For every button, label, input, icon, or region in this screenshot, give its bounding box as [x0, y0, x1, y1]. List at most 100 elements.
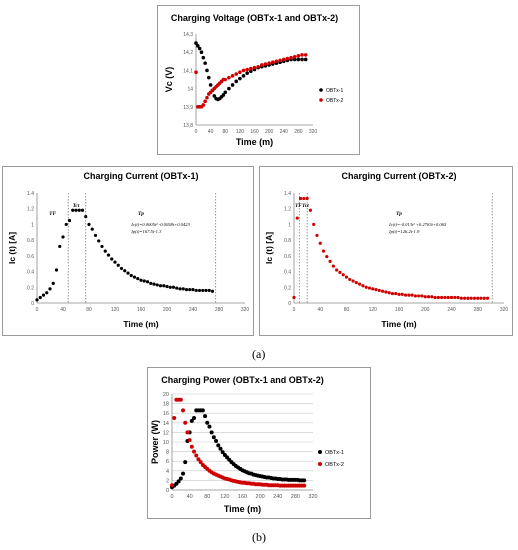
data-point-series [371, 287, 375, 291]
data-point-series [188, 288, 192, 292]
caption-a: (a) [252, 347, 266, 361]
data-point-series [348, 277, 352, 282]
y-tick-label: 20 [163, 392, 169, 398]
data-point-obtx-2 [300, 53, 304, 57]
y-axis-label: Ic (t) [A] [264, 232, 274, 264]
x-tick-label: 320 [309, 129, 318, 135]
y-tick-label: 12 [163, 430, 169, 436]
data-point-series [184, 288, 189, 292]
data-point-obtx-1 [203, 414, 208, 419]
x-tick-label: 0 [36, 307, 39, 313]
data-point-series [158, 284, 163, 288]
data-point-series [48, 287, 52, 291]
data-point-series [87, 222, 91, 227]
data-point-obtx-1 [205, 420, 210, 425]
data-point-series [318, 241, 322, 245]
data-point-series [331, 264, 335, 268]
data-point-series [413, 294, 418, 298]
data-point-series [71, 208, 75, 212]
data-point-series [194, 288, 198, 293]
data-point-obtx-2 [303, 53, 308, 57]
phase-label: Tp [396, 211, 402, 217]
data-point-series [325, 255, 329, 259]
data-point-obtx-1 [238, 76, 242, 81]
data-point-obtx-2 [203, 99, 207, 104]
chart-title: Charging Current (OBTx-2) [341, 171, 456, 181]
data-point-obtx-1 [178, 476, 183, 481]
data-point-obtx-2 [189, 444, 194, 449]
data-point-obtx-2 [289, 55, 293, 60]
y-tick-label: 13,8 [183, 123, 193, 129]
data-point-obtx-2 [170, 483, 174, 488]
data-point-obtx-2 [181, 408, 186, 413]
phase-label: Tp [138, 211, 144, 217]
data-point-series [119, 266, 124, 271]
data-point-obtx-1 [216, 443, 221, 448]
x-tick-label: 200 [265, 129, 274, 135]
data-point-series [417, 294, 421, 298]
data-point-obtx-2 [263, 62, 268, 66]
legend-marker [318, 450, 322, 454]
y-tick-label: 0.4 [284, 270, 291, 276]
x-tick-label: 280 [215, 307, 224, 313]
data-point-series [354, 280, 358, 285]
data-point-series [197, 288, 202, 293]
data-point-obtx-2 [183, 420, 188, 425]
phase-label: Tct [73, 203, 80, 209]
data-point-series [436, 295, 440, 300]
data-point-series [84, 214, 88, 219]
data-point-series [171, 285, 176, 289]
y-tick-label: 14 [187, 87, 193, 93]
y-tick-label: 14 [163, 421, 169, 427]
data-point-obtx-2 [256, 64, 260, 69]
data-point-obtx-1 [207, 424, 212, 429]
x-tick-label: 40 [60, 307, 66, 313]
x-tick-label: 200 [256, 494, 265, 500]
data-point-obtx-1 [223, 90, 228, 95]
x-tick-label: 280 [291, 494, 300, 500]
data-point-series [295, 216, 299, 220]
data-point-series [426, 295, 431, 299]
legend-label: OBTx-2 [325, 462, 344, 468]
x-axis-label: Time (m) [236, 137, 273, 147]
data-point-obtx-2 [278, 58, 282, 63]
data-point-series [136, 277, 140, 281]
data-point-series [64, 222, 68, 227]
y-tick-label: 1 [288, 222, 291, 228]
data-point-series [116, 263, 120, 267]
data-point-series [443, 295, 447, 300]
data-point-series [410, 293, 414, 297]
data-point-series [168, 285, 172, 289]
chart-title: Charging Power (OBTx-1 and OBTx-2) [161, 375, 324, 385]
data-point-series [351, 279, 355, 283]
data-point-obtx-1 [296, 57, 301, 62]
y-tick-label: 0.6 [284, 254, 291, 260]
data-point-series [469, 296, 473, 300]
data-point-series [58, 244, 62, 249]
data-point-obtx-2 [196, 457, 201, 462]
data-point-series [397, 292, 401, 296]
data-point-series [292, 295, 296, 300]
y-tick-label: 0.2 [284, 285, 291, 291]
data-point-obtx-2 [198, 460, 203, 465]
x-axis-label: Time (m) [123, 319, 158, 329]
data-point-obtx-2 [178, 397, 183, 402]
data-point-series [201, 288, 205, 293]
x-axis-label: Time (m) [224, 504, 261, 514]
data-point-series [367, 286, 372, 290]
data-point-series [35, 298, 39, 302]
data-point-series [446, 295, 450, 300]
data-point-obtx-1 [220, 450, 225, 455]
x-tick-label: 320 [241, 307, 250, 313]
data-point-obtx-1 [200, 408, 205, 413]
data-point-series [482, 296, 486, 300]
data-point-obtx-1 [197, 46, 202, 51]
data-point-obtx-2 [187, 438, 192, 443]
y-tick-label: 0 [166, 488, 169, 494]
data-point-series [100, 244, 104, 249]
data-point-obtx-2 [241, 68, 246, 73]
x-tick-label: 80 [222, 129, 228, 135]
data-point-series [80, 208, 85, 212]
data-point-series [374, 288, 378, 292]
data-point-obtx-1 [203, 61, 207, 65]
